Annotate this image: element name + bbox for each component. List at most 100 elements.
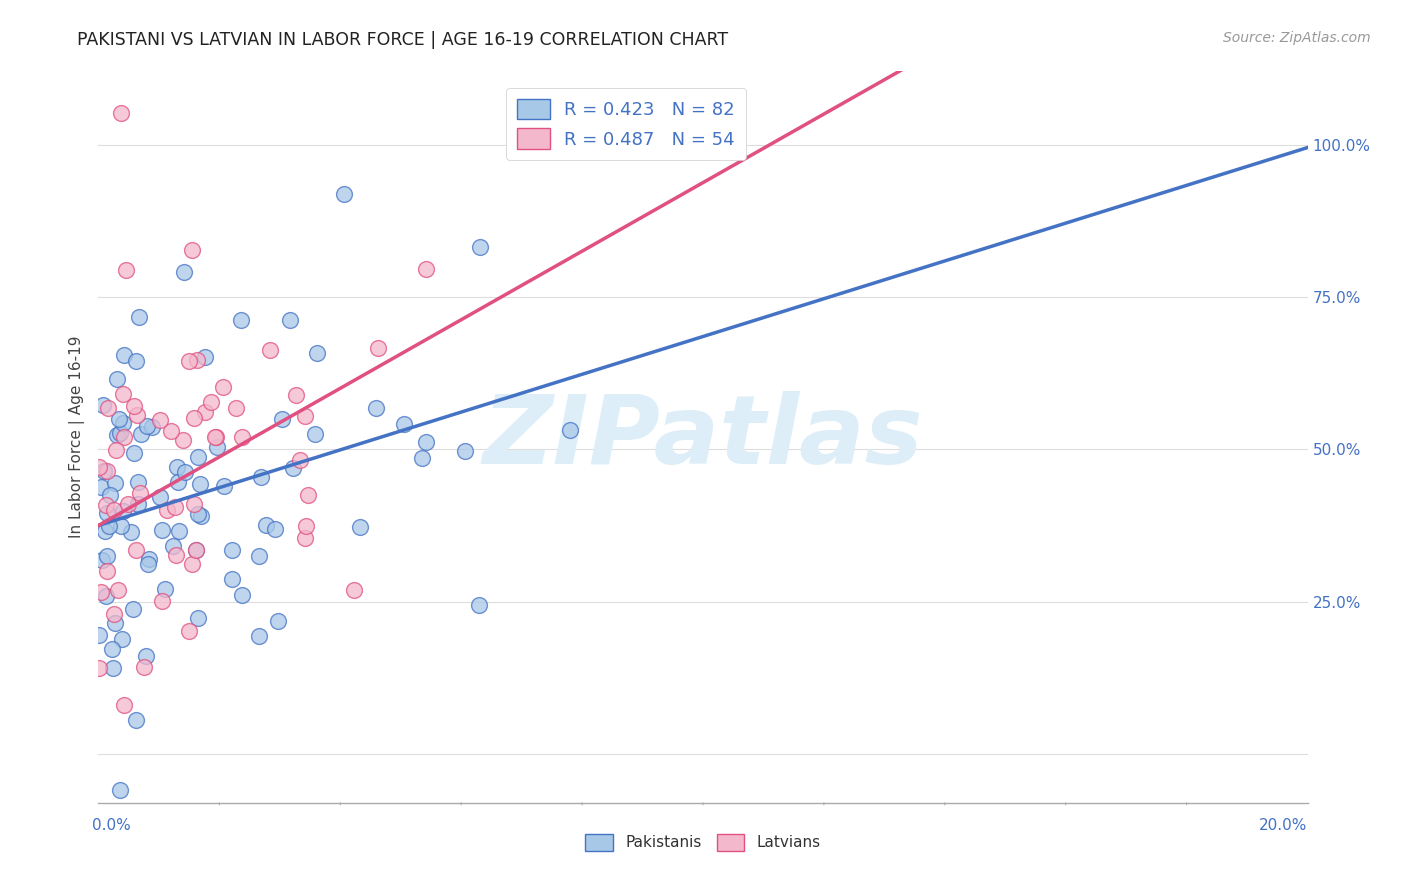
Point [156, 503, 179, 517]
Point [290, 453, 312, 467]
Point [96, 506, 118, 520]
Point [110, 426, 132, 441]
Point [415, 435, 437, 450]
Point [127, 475, 149, 490]
Point [172, 434, 194, 448]
Point [307, 346, 329, 360]
Point [93, 399, 115, 413]
Point [127, 408, 149, 422]
Point [112, 698, 135, 712]
Point [97, 401, 120, 415]
Point [103, 503, 125, 517]
Point [280, 313, 302, 327]
Point [169, 524, 191, 538]
Point [110, 106, 132, 120]
Point [111, 387, 134, 401]
Point [105, 442, 128, 457]
Point [111, 416, 134, 430]
Point [87, 661, 110, 675]
Point [138, 552, 160, 566]
Point [110, 519, 132, 533]
Point [231, 430, 253, 444]
Point [112, 430, 135, 444]
Point [194, 405, 217, 419]
Point [122, 400, 145, 414]
Point [162, 539, 184, 553]
Point [254, 518, 277, 533]
Point [129, 486, 152, 500]
Point [163, 500, 186, 514]
Point [111, 632, 134, 647]
Point [89, 459, 111, 474]
Point [127, 497, 149, 511]
Point [136, 557, 159, 571]
Point [93, 464, 115, 478]
Point [91, 553, 114, 567]
Point [204, 430, 226, 444]
Point [392, 417, 415, 431]
Point [454, 444, 477, 458]
Text: PAKISTANI VS LATVIAN IN LABOR FORCE | AGE 16-19 CORRELATION CHART: PAKISTANI VS LATVIAN IN LABOR FORCE | AG… [77, 31, 728, 49]
Point [221, 543, 243, 558]
Point [184, 543, 207, 558]
Point [247, 549, 270, 564]
Y-axis label: In Labor Force | Age 16-19: In Labor Force | Age 16-19 [69, 335, 84, 539]
Point [187, 450, 209, 464]
Point [115, 262, 138, 277]
Point [221, 572, 243, 586]
Point [149, 490, 172, 504]
Point [295, 519, 318, 533]
Point [132, 660, 155, 674]
Text: 0.0%: 0.0% [93, 818, 131, 833]
Point [187, 611, 209, 625]
Point [120, 524, 142, 539]
Point [225, 401, 247, 415]
Point [97, 519, 120, 533]
Point [90, 584, 112, 599]
Point [111, 504, 134, 518]
Point [96, 549, 118, 564]
Point [229, 313, 252, 327]
Point [165, 549, 187, 563]
Point [180, 558, 202, 572]
Point [105, 372, 128, 386]
Point [415, 261, 437, 276]
Point [125, 353, 148, 368]
Point [332, 186, 354, 201]
Point [94, 589, 117, 603]
Point [304, 427, 326, 442]
Point [128, 310, 150, 325]
Point [124, 446, 146, 460]
Point [107, 582, 129, 597]
Point [187, 508, 209, 522]
Point [364, 401, 387, 415]
Point [271, 412, 294, 426]
Point [249, 470, 271, 484]
Point [343, 583, 366, 598]
Point [101, 661, 124, 675]
Point [184, 542, 207, 557]
Point [205, 440, 228, 454]
Point [94, 524, 117, 538]
Text: Source: ZipAtlas.com: Source: ZipAtlas.com [1223, 31, 1371, 45]
Point [153, 582, 176, 596]
Point [159, 424, 181, 438]
Point [117, 497, 139, 511]
Point [101, 641, 124, 656]
Point [179, 624, 201, 638]
Text: ZIPatlas: ZIPatlas [482, 391, 924, 483]
Point [558, 423, 581, 437]
Point [125, 713, 148, 727]
Point [183, 497, 205, 511]
Legend: Pakistanis, Latvians: Pakistanis, Latvians [579, 828, 827, 857]
Point [104, 476, 127, 491]
Point [181, 243, 204, 257]
Point [204, 430, 226, 444]
Point [173, 265, 195, 279]
Point [186, 353, 208, 368]
Point [105, 428, 128, 442]
Point [281, 461, 304, 475]
Point [263, 522, 285, 536]
Point [411, 451, 433, 466]
Point [212, 479, 235, 493]
